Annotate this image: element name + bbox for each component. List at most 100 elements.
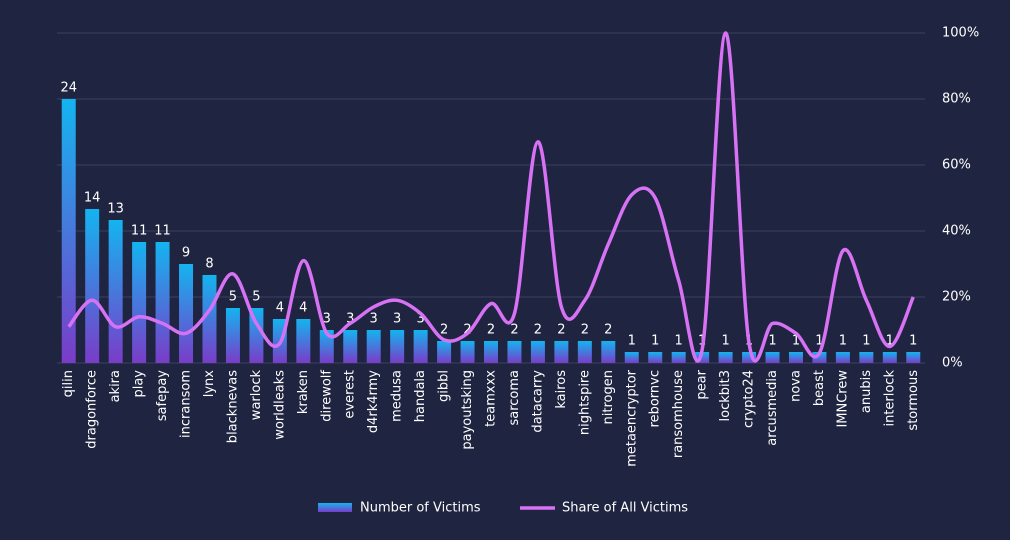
data-label: 3 — [370, 312, 378, 327]
bar — [319, 330, 334, 363]
data-label: 4 — [299, 301, 307, 316]
x-tick-label: ransomhouse — [671, 370, 686, 458]
x-tick-label: sarcoma — [507, 370, 522, 426]
x-tick-label: gibbl — [437, 370, 452, 402]
x-tick-label: stormous — [906, 370, 921, 431]
legend-swatch — [318, 503, 352, 512]
bar — [554, 341, 569, 363]
bar — [296, 319, 311, 363]
bar — [249, 308, 264, 363]
y2-tick-label: 20% — [942, 290, 971, 305]
x-tick-label: blacknevas — [225, 370, 240, 443]
data-label: 3 — [416, 312, 424, 327]
bar — [460, 341, 475, 363]
x-tick-label: payoutsking — [460, 370, 475, 450]
x-tick-label: nova — [788, 370, 803, 402]
x-tick-label: anubis — [859, 370, 874, 413]
y2-tick-label: 100% — [942, 26, 979, 41]
bar — [577, 341, 592, 363]
data-label: 1 — [839, 334, 847, 349]
bar — [812, 352, 827, 363]
bar — [390, 330, 405, 363]
bar — [882, 352, 897, 363]
bar — [132, 242, 147, 363]
legend-label: Number of Victims — [360, 501, 481, 516]
x-tick-label: incransom — [179, 370, 194, 438]
x-tick-label: safepay — [155, 370, 170, 422]
x-tick-label: metaencryptor — [624, 369, 639, 466]
data-label: 1 — [768, 334, 776, 349]
data-label: 2 — [487, 323, 495, 338]
bar — [413, 330, 428, 363]
x-tick-label: kraken — [296, 370, 311, 414]
bar — [343, 330, 358, 363]
bar — [366, 330, 381, 363]
data-label: 2 — [604, 323, 612, 338]
x-tick-label: play — [132, 370, 147, 398]
x-tick-label: interlock — [882, 370, 897, 427]
data-label: 1 — [675, 334, 683, 349]
x-tick-label: akira — [108, 370, 123, 402]
bar — [695, 352, 710, 363]
x-tick-label: direwolf — [319, 370, 334, 422]
data-label: 24 — [60, 81, 77, 96]
data-label: 5 — [229, 290, 237, 305]
bar — [225, 308, 240, 363]
data-label: 1 — [815, 334, 823, 349]
bar — [835, 352, 850, 363]
data-label: 5 — [252, 290, 260, 305]
data-label: 1 — [909, 334, 917, 349]
x-tick-label: qilin — [61, 370, 76, 397]
x-tick-label: pear — [695, 369, 710, 399]
line — [67, 31, 915, 363]
x-tick-label: warlock — [249, 370, 264, 421]
x-tick-label: nitrogen — [601, 370, 616, 424]
data-label: 2 — [510, 323, 518, 338]
data-label: 2 — [463, 323, 471, 338]
data-label: 2 — [440, 323, 448, 338]
bar — [742, 352, 757, 363]
x-tick-label: beast — [812, 370, 827, 406]
bar — [788, 352, 803, 363]
bar — [155, 242, 170, 363]
data-label: 4 — [276, 301, 284, 316]
data-label: 3 — [346, 312, 354, 327]
x-tick-label: handala — [413, 370, 428, 422]
data-label: 2 — [534, 323, 542, 338]
data-label: 11 — [131, 224, 148, 239]
bar — [765, 352, 780, 363]
x-tick-label: medusa — [390, 370, 405, 422]
bar — [859, 352, 874, 363]
y2-tick-label: 0% — [942, 356, 963, 371]
bar — [601, 341, 616, 363]
data-label: 1 — [628, 334, 636, 349]
data-label: 1 — [721, 334, 729, 349]
legend-label: Share of All Victims — [562, 501, 688, 516]
data-label: 3 — [393, 312, 401, 327]
x-tick-label: teamxxx — [484, 370, 499, 427]
data-label: 3 — [323, 312, 331, 327]
bar — [85, 209, 100, 363]
data-label: 1 — [651, 334, 659, 349]
data-label: 13 — [107, 202, 124, 217]
x-tick-label: rebornvc — [648, 370, 663, 427]
x-tick-label: arcusmedia — [765, 370, 780, 446]
bar — [202, 275, 217, 363]
y2-tick-label: 80% — [942, 92, 971, 107]
data-label: 2 — [557, 323, 565, 338]
bar — [624, 352, 639, 363]
bar — [437, 341, 452, 363]
data-label: 2 — [581, 323, 589, 338]
x-tick-label: nightspire — [577, 370, 592, 435]
x-tick-label: worldleaks — [272, 370, 287, 440]
bar — [179, 264, 194, 363]
y2-tick-label: 60% — [942, 158, 971, 173]
bar — [507, 341, 522, 363]
data-label: 1 — [862, 334, 870, 349]
y2-tick-label: 40% — [942, 224, 971, 239]
bar — [906, 352, 921, 363]
bar — [108, 220, 123, 363]
x-tick-label: everest — [343, 370, 358, 419]
x-tick-label: d4rk4rmy — [366, 370, 381, 433]
